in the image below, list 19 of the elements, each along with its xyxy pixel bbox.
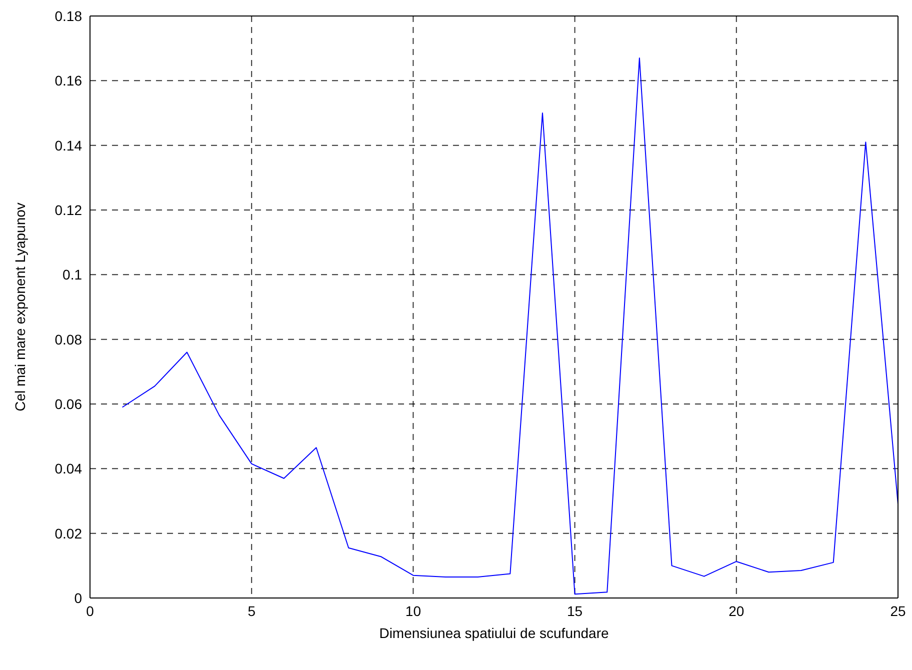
x-tick-label: 10 — [405, 602, 422, 619]
x-axis-title: Dimensiunea spatiului de scufundare — [379, 625, 609, 641]
line-series — [122, 58, 898, 595]
x-tick-label: 25 — [890, 602, 906, 619]
y-tick-label: 0.08 — [54, 331, 82, 348]
x-tick-label: 5 — [248, 602, 256, 619]
y-tick-label: 0.14 — [54, 137, 82, 154]
y-tick-label: 0.02 — [54, 525, 82, 542]
y-tick-label: 0.12 — [54, 202, 82, 218]
y-axis-title: Cel mai mare exponent Lyapunov — [12, 202, 28, 412]
x-tick-label: 20 — [728, 602, 744, 619]
y-tick-label: 0.18 — [54, 8, 82, 24]
y-tick-label: 0.04 — [54, 460, 82, 477]
y-tick-label: 0 — [74, 590, 82, 606]
y-tick-label: 0.1 — [62, 266, 82, 283]
x-tick-label: 0 — [86, 602, 94, 619]
x-tick-label: 15 — [567, 602, 583, 619]
y-tick-label: 0.06 — [54, 396, 82, 412]
y-tick-label: 0.16 — [54, 72, 82, 89]
